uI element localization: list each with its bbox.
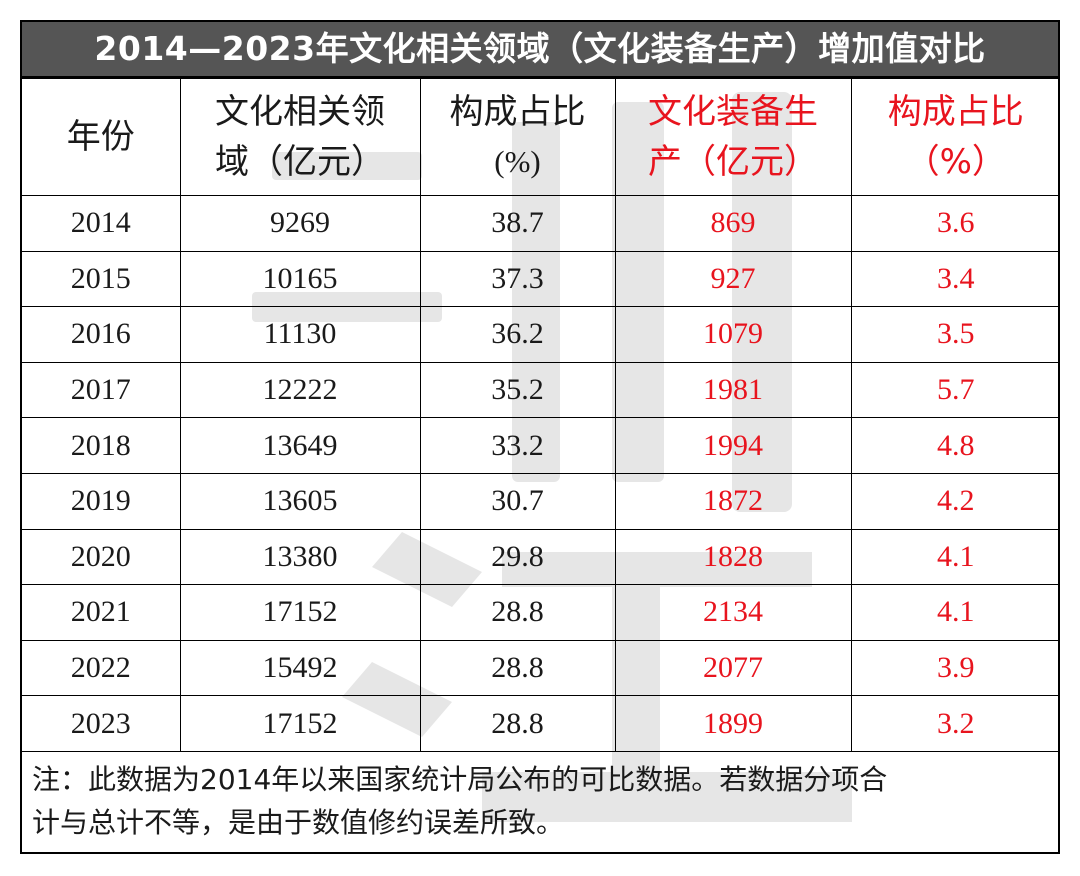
cell-equipment-ratio: 5.7 xyxy=(850,361,1058,419)
cell-culture-ratio: 36.2 xyxy=(419,306,616,363)
table-row: 2019 13605 30.7 1872 4.2 xyxy=(22,472,1058,530)
table-title: 2014—2023年文化相关领域（文化装备生产）增加值对比 xyxy=(22,22,1058,78)
cell-equipment-value: 2134 xyxy=(614,584,852,641)
cell-equipment-value: 1828 xyxy=(614,528,852,586)
cell-year: 2020 xyxy=(22,528,181,586)
cell-year: 2015 xyxy=(22,250,181,308)
table-row: 2017 12222 35.2 1981 5.7 xyxy=(22,361,1058,419)
cell-culture-value: 15492 xyxy=(179,639,421,697)
cell-year: 2023 xyxy=(22,695,181,752)
cell-culture-ratio: 30.7 xyxy=(419,472,616,530)
cell-culture-ratio: 38.7 xyxy=(419,195,616,252)
table-row: 2018 13649 33.2 1994 4.8 xyxy=(22,417,1058,474)
cell-culture-value: 13605 xyxy=(179,472,421,530)
cell-equipment-value: 927 xyxy=(614,250,852,308)
cell-culture-value: 11130 xyxy=(179,306,421,363)
cell-equipment-ratio: 4.8 xyxy=(850,417,1058,474)
cell-equipment-value: 1079 xyxy=(614,306,852,363)
cell-culture-ratio: 29.8 xyxy=(419,528,616,586)
header-equipment-value: 文化装备生 产（亿元） xyxy=(614,78,852,196)
table-row: 2022 15492 28.8 2077 3.9 xyxy=(22,639,1058,697)
footnote-line-2: 计与总计不等，是由于数值修约误差所致。 xyxy=(32,805,565,839)
cell-culture-value: 10165 xyxy=(179,250,421,308)
cell-culture-value: 12222 xyxy=(179,361,421,419)
footnote-line-1: 注：此数据为2014年以来国家统计局公布的可比数据。若数据分项合 xyxy=(32,762,888,796)
cell-equipment-value: 869 xyxy=(614,195,852,252)
cell-culture-ratio: 35.2 xyxy=(419,361,616,419)
header-culture-ratio: 构成占比 (%) xyxy=(419,78,616,196)
table-row: 2021 17152 28.8 2134 4.1 xyxy=(22,584,1058,641)
table-body: 2014 9269 38.7 869 3.6 2015 10165 37.3 9… xyxy=(22,195,1058,752)
cell-year: 2019 xyxy=(22,472,181,530)
cell-year: 2022 xyxy=(22,639,181,697)
table-row: 2016 11130 36.2 1079 3.5 xyxy=(22,306,1058,363)
cell-year: 2021 xyxy=(22,584,181,641)
cell-culture-ratio: 37.3 xyxy=(419,250,616,308)
table-row: 2015 10165 37.3 927 3.4 xyxy=(22,250,1058,308)
cell-culture-value: 13380 xyxy=(179,528,421,586)
cell-culture-value: 17152 xyxy=(179,695,421,752)
cell-culture-ratio: 28.8 xyxy=(419,584,616,641)
cell-equipment-ratio: 4.1 xyxy=(850,528,1058,586)
cell-equipment-ratio: 4.2 xyxy=(850,472,1058,530)
cell-equipment-value: 1994 xyxy=(614,417,852,474)
table-frame: 2014—2023年文化相关领域（文化装备生产）增加值对比 年份 文化相关领 域… xyxy=(20,20,1060,854)
cell-culture-value: 17152 xyxy=(179,584,421,641)
footnote: 注：此数据为2014年以来国家统计局公布的可比数据。若数据分项合 计与总计不等，… xyxy=(22,752,1058,844)
cell-culture-ratio: 33.2 xyxy=(419,417,616,474)
header-equipment-ratio: 构成占比 （%） xyxy=(850,78,1058,196)
cell-culture-ratio: 28.8 xyxy=(419,695,616,752)
cell-equipment-ratio: 3.9 xyxy=(850,639,1058,697)
cell-equipment-ratio: 3.4 xyxy=(850,250,1058,308)
header-year: 年份 xyxy=(22,78,181,196)
cell-year: 2017 xyxy=(22,361,181,419)
table-row: 2014 9269 38.7 869 3.6 xyxy=(22,195,1058,252)
cell-equipment-ratio: 3.6 xyxy=(850,195,1058,252)
cell-equipment-value: 1981 xyxy=(614,361,852,419)
cell-equipment-value: 2077 xyxy=(614,639,852,697)
cell-culture-value: 13649 xyxy=(179,417,421,474)
cell-year: 2014 xyxy=(22,195,181,252)
cell-culture-value: 9269 xyxy=(179,195,421,252)
cell-year: 2016 xyxy=(22,306,181,363)
data-table: 年份 文化相关领 域（亿元） 构成占比 (%) 文化装备生 产（亿元） 构成占比… xyxy=(22,78,1058,752)
cell-equipment-value: 1872 xyxy=(614,472,852,530)
cell-culture-ratio: 28.8 xyxy=(419,639,616,697)
cell-equipment-ratio: 4.1 xyxy=(850,584,1058,641)
cell-year: 2018 xyxy=(22,417,181,474)
cell-equipment-ratio: 3.5 xyxy=(850,306,1058,363)
table-row: 2020 13380 29.8 1828 4.1 xyxy=(22,528,1058,586)
header-culture-value: 文化相关领 域（亿元） xyxy=(179,78,421,196)
cell-equipment-ratio: 3.2 xyxy=(850,695,1058,752)
table-row: 2023 17152 28.8 1899 3.2 xyxy=(22,695,1058,752)
header-row: 年份 文化相关领 域（亿元） 构成占比 (%) 文化装备生 产（亿元） 构成占比… xyxy=(22,78,1058,196)
cell-equipment-value: 1899 xyxy=(614,695,852,752)
